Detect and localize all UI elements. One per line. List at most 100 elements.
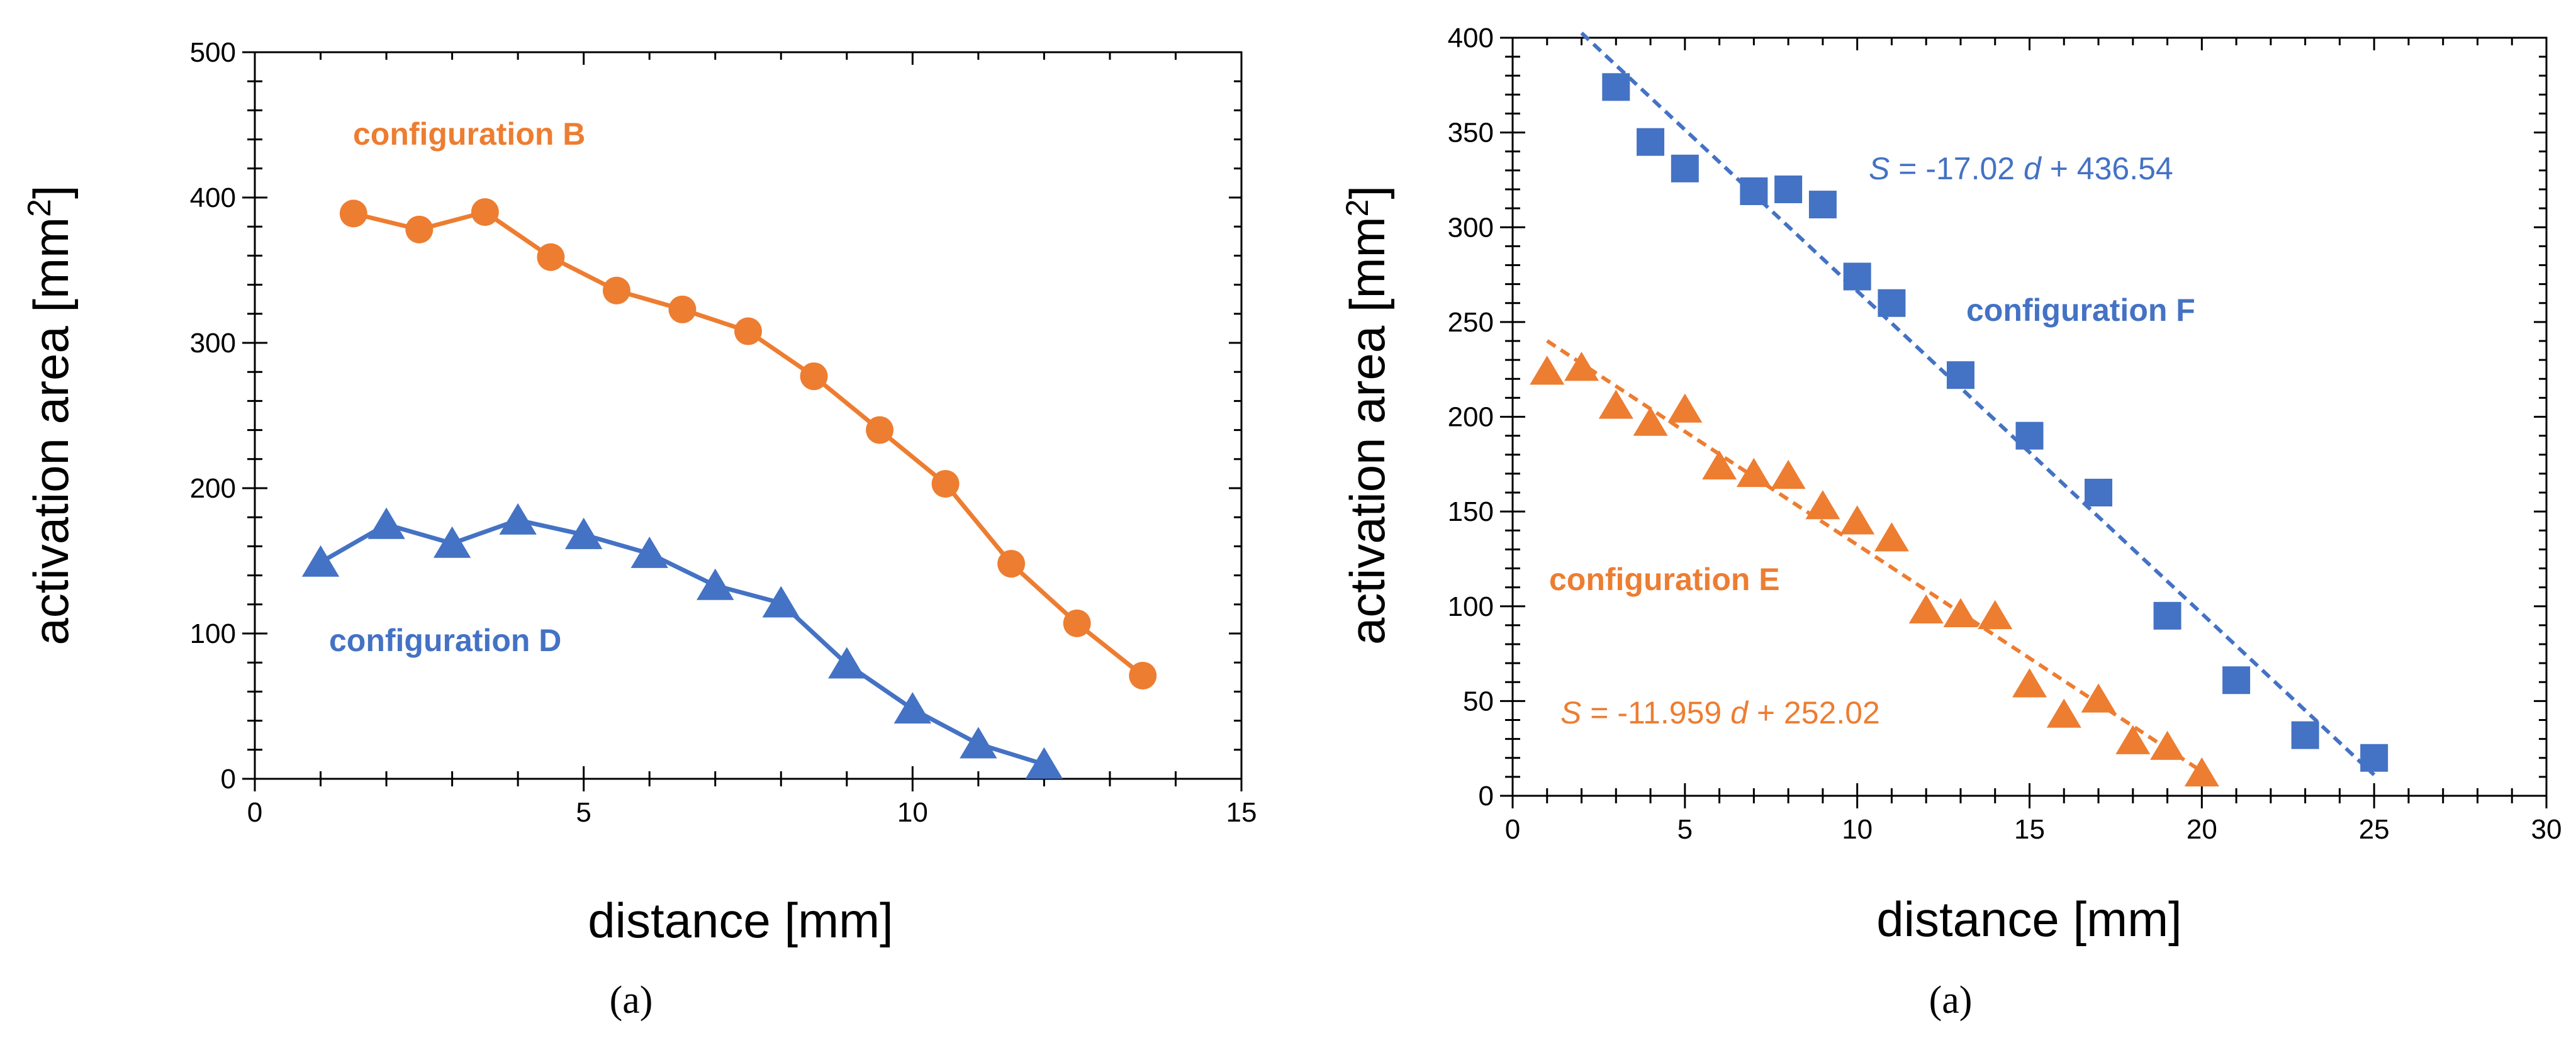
right-point-configuration-e [1530, 355, 1565, 385]
right-point-configuration-e [1771, 459, 1806, 489]
left-point-configuration-d [828, 647, 866, 679]
left-label-configuration-d: configuration D [329, 623, 561, 658]
right-point-configuration-e [1874, 522, 1909, 552]
left-point-configuration-b [1129, 661, 1157, 689]
left-chart: 0 5 10 15 0 100 200 300 400 500 distance [mm] act… [21, 37, 1257, 1022]
right-x-tick-label: 5 [1677, 814, 1693, 845]
left-y-tick-label: 300 [190, 328, 236, 359]
right-y-tick-label: 200 [1448, 402, 1494, 433]
left-y-tick-label: 400 [190, 182, 236, 213]
right-series [1530, 73, 2388, 787]
right-y-tick-label: 150 [1448, 496, 1494, 527]
left-line-configuration-b [352, 209, 1145, 678]
left-point-configuration-b [602, 276, 630, 304]
right-point-configuration-f [1808, 191, 1837, 219]
right-x-tick-label: 10 [1842, 814, 1873, 845]
right-point-configuration-e [1667, 393, 1703, 423]
left-label-configuration-b: configuration B [353, 116, 585, 152]
right-x-tick-label: 25 [2359, 814, 2390, 845]
right-y-axis-label: activation area [mm2] [1340, 186, 1395, 645]
right-point-configuration-f [2222, 666, 2251, 695]
right-point-configuration-e [2081, 683, 2116, 713]
left-x-tick-label: 5 [576, 797, 591, 828]
right-point-configuration-e [1943, 598, 1978, 628]
right-point-configuration-e [1736, 457, 1771, 488]
right-equation-f: S = -17.02 d + 436.54 [1869, 151, 2173, 186]
left-x-tick-label: 10 [897, 797, 928, 828]
left-x-axis-label: distance [mm] [588, 893, 893, 948]
left-point-configuration-d [301, 545, 340, 577]
right-point-configuration-e [1702, 450, 1737, 480]
left-point-configuration-b [668, 295, 697, 323]
left-point-configuration-d [893, 692, 932, 724]
right-y-tick-label: 50 [1463, 686, 1494, 717]
right-point-configuration-f [2153, 601, 2181, 630]
left-series [301, 198, 1157, 779]
left-y-tick-label: 0 [221, 764, 236, 795]
left-point-configuration-b [471, 198, 499, 226]
right-y-tick-label: 100 [1448, 591, 1494, 622]
right-point-configuration-f [2360, 744, 2388, 772]
left-point-configuration-d [1025, 747, 1063, 779]
right-point-configuration-f [1843, 262, 1871, 291]
right-y-tick-label: 400 [1448, 23, 1494, 53]
right-point-configuration-e [1633, 406, 1668, 436]
right-point-configuration-f [1637, 128, 1665, 156]
right-label-configuration-f: configuration F [1966, 293, 2195, 328]
right-x-tick-label: 0 [1505, 814, 1520, 845]
right-y-tick-label: 0 [1479, 781, 1494, 812]
right-point-configuration-f [1671, 154, 1699, 182]
right-y-tick-label: 300 [1448, 212, 1494, 243]
left-point-configuration-b [734, 317, 762, 345]
right-x-axis-label: distance [mm] [1876, 891, 2181, 947]
right-point-configuration-e [1840, 505, 1875, 535]
left-point-configuration-d [367, 507, 405, 539]
left-y-tick-label: 100 [190, 618, 236, 649]
right-label-configuration-e: configuration E [1549, 562, 1780, 597]
right-caption: (a) [1929, 979, 1973, 1022]
right-fit-line-configuration-f [1580, 31, 2376, 776]
left-ticks: 0 5 10 15 0 100 200 300 400 500 [190, 37, 1257, 828]
left-y-tick-label: 200 [190, 473, 236, 504]
right-point-configuration-e [1598, 389, 1633, 419]
left-point-configuration-d [762, 586, 800, 618]
right-point-configuration-f [1740, 177, 1768, 206]
left-point-configuration-d [564, 517, 603, 549]
left-point-configuration-d [960, 727, 997, 759]
right-point-configuration-f [1602, 73, 1630, 101]
right-point-configuration-e [1805, 490, 1840, 520]
right-y-tick-label: 350 [1448, 118, 1494, 148]
left-point-configuration-d [433, 526, 471, 558]
left-x-tick-label: 0 [247, 797, 262, 828]
right-x-tick-label: 30 [2531, 814, 2562, 845]
left-caption: (a) [610, 979, 653, 1022]
right-x-tick-label: 20 [2187, 814, 2217, 845]
left-point-configuration-b [997, 550, 1026, 578]
left-point-configuration-b [800, 362, 828, 391]
right-point-configuration-e [1908, 594, 1944, 624]
right-equation-e: S = -11.959 d + 252.02 [1560, 695, 1880, 730]
left-point-configuration-d [697, 568, 734, 600]
left-x-tick-label: 15 [1226, 797, 1257, 828]
left-point-configuration-b [537, 243, 565, 271]
right-x-tick-label: 15 [2014, 814, 2045, 845]
left-point-configuration-b [931, 470, 960, 498]
left-plot-frame [254, 51, 1243, 780]
right-point-configuration-e [2184, 757, 2219, 787]
right-point-configuration-e [2046, 698, 2081, 728]
right-point-configuration-f [2015, 421, 2044, 450]
left-point-configuration-b [405, 215, 434, 243]
right-point-configuration-e [1564, 352, 1599, 381]
left-y-axis-label: activation area [mm2] [21, 185, 79, 645]
right-point-configuration-e [2012, 668, 2047, 698]
left-y-tick-label: 500 [190, 37, 236, 68]
left-point-configuration-d [630, 536, 668, 568]
right-point-configuration-f [1878, 289, 1906, 317]
right-y-tick-label: 250 [1448, 307, 1494, 338]
left-point-configuration-b [866, 416, 894, 444]
right-point-configuration-e [2150, 730, 2185, 760]
right-point-configuration-f [1946, 361, 1974, 389]
